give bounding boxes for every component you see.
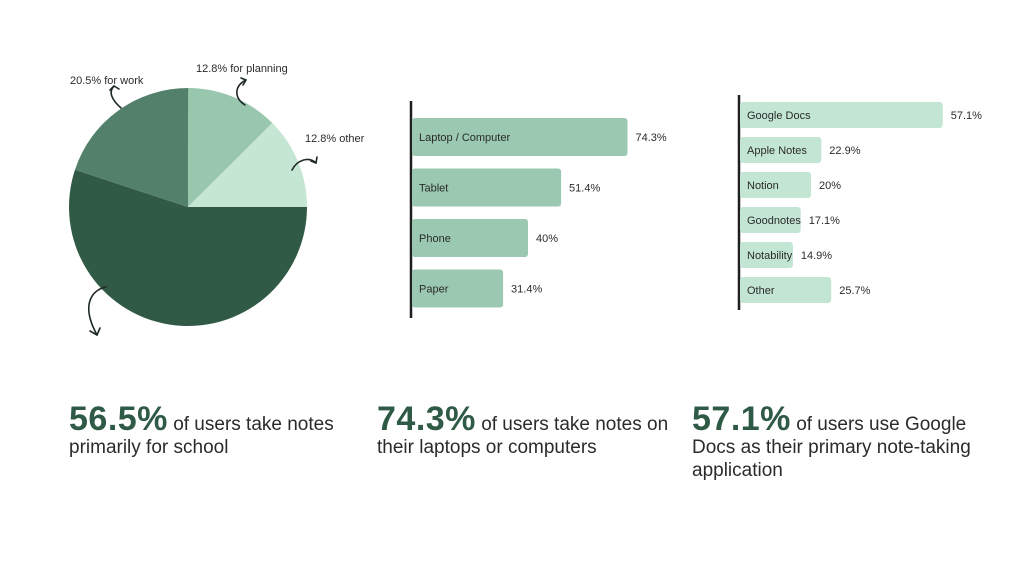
pie-callout-arrows — [88, 77, 318, 336]
other-callout-arrowhead — [310, 156, 318, 164]
caption-laptop: 74.3% of users take notes on their lapto… — [377, 402, 677, 459]
caption-laptop-highlight: 74.3% — [377, 400, 476, 438]
caption-school-highlight: 56.5% — [69, 400, 168, 438]
app-category-label-2: Apple Notes — [747, 145, 807, 157]
device-bar-1 — [412, 118, 628, 156]
pie-slice-label-3: 12.8% for planning — [196, 63, 288, 75]
app-value-label-5: 14.9% — [801, 250, 832, 262]
pie-slice-2 — [74, 87, 189, 207]
pie-slice-label-2: 20.5% for work — [70, 75, 144, 87]
device-bar-2 — [412, 168, 562, 207]
app-value-label-6: 25.7% — [839, 285, 870, 297]
caption-google-docs-highlight: 57.1% — [692, 400, 791, 438]
app-value-label-1: 57.1% — [951, 110, 982, 122]
device-bar-4 — [412, 269, 504, 308]
pie-slice-1 — [69, 169, 307, 326]
app-category-label-5: Notability — [747, 250, 793, 262]
app-category-label-3: Notion — [747, 180, 779, 192]
pie-slice-4 — [188, 122, 307, 207]
device-category-label-1: Laptop / Computer — [419, 132, 510, 144]
caption-school-text: of users take notes primarily for school — [69, 414, 334, 458]
school-callout-arrow — [88, 286, 107, 336]
device-category-label-2: Tablet — [419, 183, 448, 195]
app-value-label-3: 20% — [819, 180, 841, 192]
caption-laptop-text: of users take notes on their laptops or … — [377, 414, 669, 458]
pie-slice-3 — [188, 88, 273, 207]
planning-callout-arrow — [236, 79, 247, 106]
app-bar-4 — [740, 207, 801, 233]
app-bar-2 — [740, 137, 822, 163]
device-category-label-3: Phone — [419, 233, 451, 245]
work-callout-arrowhead — [109, 85, 120, 91]
device-category-label-4: Paper — [419, 284, 449, 296]
caption-google-docs-text: of users use Google Docs as their primar… — [692, 414, 971, 481]
app-bar-5 — [740, 242, 793, 268]
device-value-label-2: 51.4% — [569, 183, 600, 195]
app-value-label-2: 22.9% — [829, 145, 860, 157]
device-bar-3 — [412, 219, 528, 257]
device-value-label-1: 74.3% — [635, 132, 666, 144]
planning-callout-arrowhead — [240, 77, 247, 86]
app-bar-1 — [740, 102, 943, 128]
app-bar-chart: Google Docs 57.1% Apple Notes 22.9% Notion 20… — [737, 95, 982, 310]
pie-slice-label-4: 12.8% other — [305, 133, 365, 145]
app-category-label-6: Other — [747, 285, 775, 297]
note-purpose-pie-chart: 20.5% for work 12.8% for planning 12.8% ot… — [69, 63, 365, 326]
app-bar-6 — [740, 277, 832, 303]
app-bar-3 — [740, 172, 811, 198]
app-category-label-4: Goodnotes — [747, 215, 801, 227]
device-bar-chart: Laptop / Computer 74.3% Tablet 51.4% Phone 40… — [409, 101, 667, 318]
caption-google-docs: 57.1% of users use Google Docs as their … — [692, 402, 992, 482]
device-value-label-3: 40% — [536, 233, 558, 245]
caption-school: 56.5% of users take notes primarily for … — [69, 402, 369, 459]
device-value-label-4: 31.4% — [511, 284, 542, 296]
app-value-label-4: 17.1% — [809, 215, 840, 227]
school-callout-arrowhead — [89, 327, 101, 336]
app-category-label-1: Google Docs — [747, 110, 811, 122]
